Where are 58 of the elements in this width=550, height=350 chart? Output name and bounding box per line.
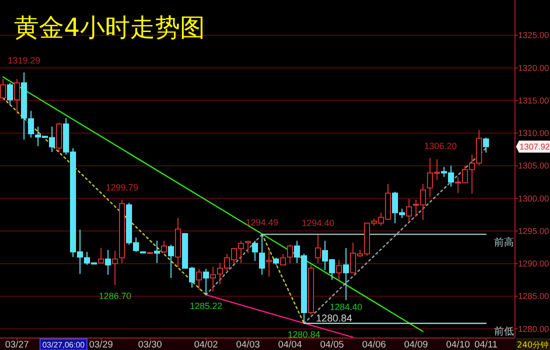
candlestick	[252, 240, 258, 262]
x-tick-label: 04/10	[446, 340, 470, 350]
x-tick-label: 04/05	[320, 340, 344, 350]
annotation: 1285.22	[190, 300, 222, 311]
y-tick-label: 1285.00	[518, 291, 550, 302]
annotation: 1319.29	[8, 55, 40, 66]
y-tick-label: 1290.00	[518, 258, 550, 269]
candlestick	[245, 240, 251, 254]
y-tick-label: 1280.00	[518, 324, 550, 334]
y-tick-label: 1300.00	[518, 193, 550, 204]
x-tick-label: 03/29	[89, 340, 113, 350]
x-tick-label: 04/09	[404, 340, 428, 350]
annotation: 1284.40	[330, 302, 362, 312]
annotation: 1286.70	[98, 291, 132, 302]
candlestick	[168, 244, 174, 278]
annotation: 1306.20	[424, 140, 457, 151]
candlestick	[259, 234, 265, 276]
candlestick	[28, 110, 34, 138]
x-tick-label: 04/03	[236, 340, 260, 350]
x-tick-label: 03/30	[138, 340, 162, 350]
candlestick	[406, 198, 412, 222]
candlestick	[196, 268, 202, 290]
x-tick-label: 04/11	[474, 340, 498, 350]
annotation: 1294.49	[246, 217, 278, 228]
x-tick-label: 04/06	[362, 340, 386, 350]
candlestick	[14, 78, 20, 114]
series-label: 前高	[494, 236, 514, 248]
candlestick	[336, 259, 342, 280]
candlestick	[112, 250, 118, 286]
candlestick	[315, 234, 321, 264]
candlestick	[98, 247, 104, 264]
y-tick-label: 1320.00	[518, 62, 550, 73]
y-tick-label: 1295.00	[518, 226, 550, 236]
candlestick	[0, 78, 6, 100]
y-tick-label: 1315.00	[518, 95, 550, 106]
candlestick	[266, 250, 272, 278]
annotation: 1299.79	[106, 182, 138, 193]
annotation: 1294.40	[302, 218, 334, 228]
annotation: 1280.84	[316, 313, 353, 324]
candlestick	[203, 268, 209, 296]
candlestick	[483, 137, 489, 154]
candlestick	[154, 240, 160, 264]
x-tick-label: 04/02	[194, 340, 218, 350]
annotation: 1280.84	[288, 329, 320, 340]
series-label: 前低	[494, 325, 514, 338]
text: 黄金4小时走势图	[14, 13, 205, 42]
text: 03/27,06:00	[42, 340, 86, 350]
candlestick	[343, 247, 349, 301]
candlestick	[7, 82, 13, 106]
y-tick-label: 1305.00	[518, 160, 550, 171]
x-tick-label: 04/04	[278, 340, 302, 350]
y-tick-label: 1310.00	[518, 128, 550, 138]
candlestick	[105, 249, 111, 276]
x-tick-label: 03/27	[5, 340, 29, 350]
y-tick-label: 1325.00	[518, 30, 550, 40]
candlestick	[161, 240, 167, 254]
text: 1307.92	[520, 142, 550, 152]
text: 240分钟	[517, 340, 549, 350]
